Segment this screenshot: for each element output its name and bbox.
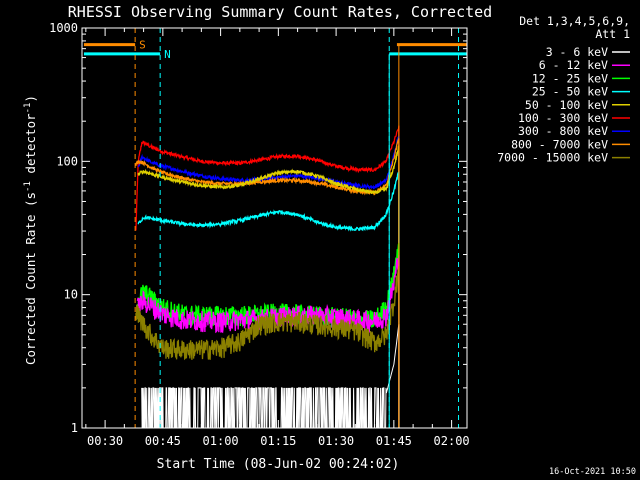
legend-entry-label-3: 25 - 50 keV	[532, 85, 608, 99]
legend-header-attenuator: Att 1	[595, 27, 630, 41]
y-axis-label-part1: Corrected Count Rate (s	[23, 192, 38, 365]
flag-label-n: N	[164, 48, 171, 61]
x-tick-label-1: 00:45	[145, 434, 181, 448]
y-tick-label-1: 10	[64, 288, 78, 302]
x-tick-label-3: 01:15	[260, 434, 296, 448]
series-layer	[135, 125, 400, 429]
y-axis-label-part2: detector	[23, 113, 38, 181]
flag-layer: SN	[83, 39, 467, 61]
plot-frame	[81, 27, 468, 429]
chart-title: RHESSI Observing Summary Count Rates, Co…	[68, 3, 492, 21]
legend-entry-label-5: 100 - 300 keV	[518, 111, 608, 125]
legend-entry-label-4: 50 - 100 keV	[525, 98, 608, 112]
y-axis-label: Corrected Count Rate (s-1 detector-1)	[23, 95, 38, 365]
series-line-12-25-kev	[136, 242, 400, 428]
flag-label-s: S	[139, 39, 146, 52]
legend-header-detectors: Det 1,3,4,5,6,9,	[519, 14, 630, 28]
y-axis-label-sup2: -1	[23, 103, 33, 114]
y-axis-label-part3: )	[23, 95, 38, 103]
marker-layer	[134, 28, 460, 428]
series-line-300-800-kev	[137, 135, 400, 428]
legend-entry-label-2: 12 - 25 keV	[532, 71, 608, 85]
series-line-800-7000-kev	[135, 138, 400, 428]
series-line-25-50-kev	[137, 171, 400, 428]
y-axis-label-sup1: -1	[23, 181, 33, 192]
y-tick-label-0: 1	[71, 421, 78, 435]
series-line-7000-15000-kev	[135, 265, 400, 428]
x-tick-label-4: 01:30	[318, 434, 354, 448]
x-tick-label-5: 01:45	[376, 434, 412, 448]
legend-entry-label-0: 3 - 6 keV	[546, 45, 608, 59]
x-tick-label-6: 02:00	[434, 434, 470, 448]
x-axis-label: Start Time (08-Jun-02 00:24:02)	[157, 457, 400, 472]
x-tick-label-0: 00:30	[87, 434, 123, 448]
series-line-50-100-kev	[137, 144, 400, 428]
x-tick-label-2: 01:00	[203, 434, 239, 448]
axis-layer: 1 10 100 1000 00:30 00:45 01:00 01:15 01:30 01:45…	[49, 21, 470, 448]
generation-timestamp: 16-Oct-2021 10:50	[549, 467, 636, 477]
y-tick-label-3: 1000	[49, 21, 78, 35]
series-line-100-300-kev	[135, 125, 400, 428]
legend-entry-label-8: 7000 - 15000 keV	[497, 151, 608, 165]
legend-entry-label-6: 300 - 800 keV	[518, 124, 608, 138]
legend-entry-label-1: 6 - 12 keV	[539, 58, 608, 72]
legend-entry-label-7: 800 - 7000 keV	[511, 137, 608, 151]
y-tick-label-2: 100	[56, 154, 78, 168]
